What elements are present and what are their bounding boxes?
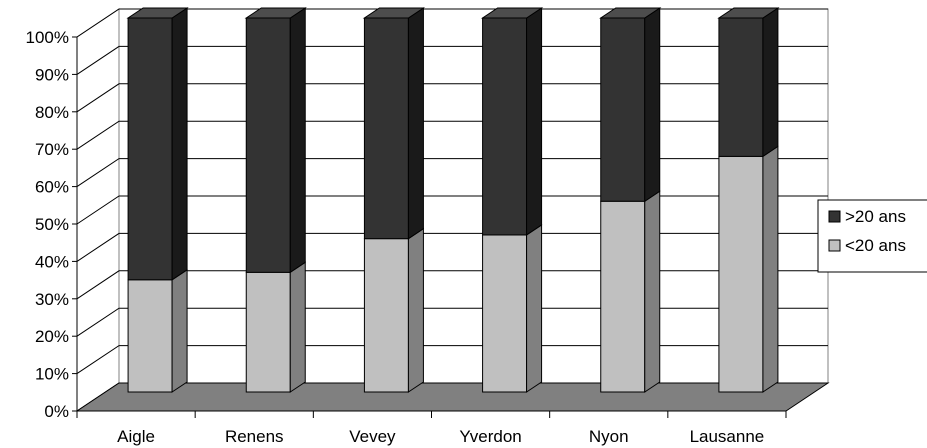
legend-box (817, 199, 927, 273)
bar-segment (718, 17, 764, 157)
y-tick-label: 70% (35, 140, 69, 159)
floor-plane (75, 382, 830, 412)
chart-walls (76, 8, 829, 412)
x-tick-label: Nyon (589, 427, 629, 446)
bars (126, 7, 780, 393)
bar-segment-side (526, 223, 543, 393)
y-tick-label: 80% (35, 103, 69, 122)
bar-segment-side (644, 190, 661, 393)
gridline (76, 83, 828, 113)
legend: >20 ans <20 ans (817, 199, 927, 273)
gridline (76, 8, 828, 38)
bar-top (480, 7, 544, 19)
bar-segment (482, 234, 528, 393)
bar-segment (363, 238, 409, 393)
bar-segment-side (171, 7, 188, 281)
bar-segment (245, 271, 291, 393)
bar-top (717, 7, 780, 19)
bar-segment (127, 17, 173, 281)
gridline (76, 120, 828, 150)
y-tick-label: 10% (35, 365, 69, 384)
bar-segment-side (762, 7, 779, 158)
gridline (76, 307, 828, 337)
y-tick-label: 0% (44, 402, 69, 421)
bar-top (362, 7, 426, 19)
legend-swatch (828, 210, 841, 223)
y-axis-tick-labels: 0% 10% 20% 30% 40% 50% 60% 70% 80% 90% 100% (26, 28, 69, 421)
bar-segment (127, 279, 173, 393)
bar-segment-side (407, 7, 424, 240)
gridline (76, 158, 828, 188)
chart-floor (75, 382, 830, 412)
bar-top (244, 7, 307, 19)
bar-segment (718, 155, 764, 393)
x-axis-tick-labels: Aigle Renens Vevey Yverdon Nyon Lausanne (117, 427, 764, 446)
x-tick-label: Yverdon (459, 427, 521, 446)
y-tick-label: 60% (35, 178, 69, 197)
y-tick-label: 100% (26, 28, 69, 47)
bar-segment-side (289, 7, 306, 274)
gridlines (76, 8, 828, 412)
y-tick-label: 50% (35, 215, 69, 234)
bar-segment-side (407, 227, 424, 393)
bar-segment (363, 17, 409, 240)
bar-top (599, 7, 662, 19)
legend-swatch (828, 239, 841, 252)
bar-segment-side (171, 268, 188, 393)
bar-segment (482, 17, 528, 236)
x-tick-label: Aigle (117, 427, 155, 446)
legend-label: >20 ans (845, 207, 906, 226)
bar-segment-side (644, 7, 661, 203)
bar-segment-side (526, 7, 543, 236)
gridline (76, 45, 828, 75)
bar-segment-side (762, 145, 779, 393)
y-tick-label: 40% (35, 252, 69, 271)
y-tick-label: 90% (35, 65, 69, 84)
x-tick-label: Lausanne (690, 427, 765, 446)
legend-label: <20 ans (845, 236, 906, 255)
x-tick-label: Vevey (349, 427, 396, 446)
bar-segment (600, 200, 646, 393)
bar-segment (600, 17, 646, 202)
y-tick-label: 30% (35, 290, 69, 309)
bar-segment-side (289, 261, 306, 393)
y-tick-label: 20% (35, 327, 69, 346)
bar-top (126, 7, 189, 19)
gridline (76, 195, 828, 225)
x-tick-label: Renens (225, 427, 284, 446)
gridline (76, 270, 828, 300)
axes (72, 36, 787, 418)
bar-segment (245, 17, 291, 273)
gridline (76, 345, 828, 375)
gridline (76, 232, 828, 262)
